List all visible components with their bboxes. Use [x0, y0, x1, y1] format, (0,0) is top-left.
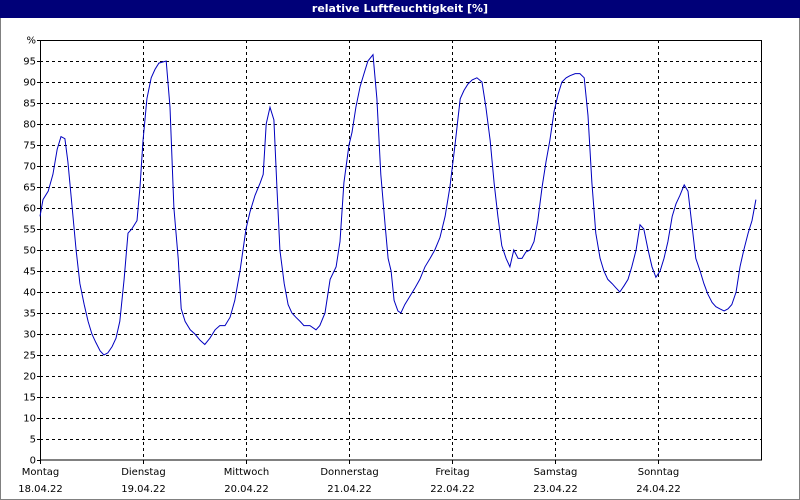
y-tick-label: 0: [30, 456, 36, 467]
y-tick-label: 65: [23, 183, 36, 194]
x-tick-label: Mittwoch: [224, 467, 269, 478]
y-tick-label: 20: [23, 372, 36, 383]
chart-title: relative Luftfeuchtigkeit [%]: [312, 2, 488, 15]
x-tick-label: Sonntag: [638, 467, 680, 478]
y-tick-label: 15: [23, 393, 36, 404]
y-tick-label: %: [26, 36, 36, 47]
x-tick-label: Samstag: [534, 467, 578, 478]
y-tick-label: 75: [23, 141, 36, 152]
y-tick-label: 70: [23, 162, 36, 173]
y-tick-label: 40: [23, 288, 36, 299]
y-tick-label: 80: [23, 120, 36, 131]
y-tick-label: 55: [23, 225, 36, 236]
x-tick-label: Montag: [22, 467, 59, 478]
x-tick-date: 20.04.22: [224, 484, 269, 495]
x-tick-date: 23.04.22: [533, 484, 578, 495]
x-tick-label: Donnerstag: [320, 467, 378, 478]
x-tick-date: 22.04.22: [430, 484, 475, 495]
y-tick-label: 35: [23, 309, 36, 320]
x-tick-date: 21.04.22: [327, 484, 372, 495]
line-series: [39, 53, 757, 356]
y-tick-label: 95: [23, 57, 36, 68]
y-tick-label: 5: [30, 435, 36, 446]
x-tick-label: Freitag: [435, 467, 469, 478]
y-tick-label: 50: [23, 246, 36, 257]
y-tick-label: 85: [23, 99, 36, 110]
y-tick-label: 30: [23, 330, 36, 341]
y-tick-label: 25: [23, 351, 36, 362]
x-tick-date: 18.04.22: [18, 484, 63, 495]
x-tick-date: 19.04.22: [121, 484, 166, 495]
y-tick-label: 45: [23, 267, 36, 278]
title-bar: [0, 0, 800, 18]
y-tick-label: 10: [23, 414, 36, 425]
y-tick-label: 90: [23, 78, 36, 89]
y-tick-label: 60: [23, 204, 36, 215]
x-tick-label: Dienstag: [121, 467, 166, 478]
x-tick-date: 24.04.22: [636, 484, 681, 495]
